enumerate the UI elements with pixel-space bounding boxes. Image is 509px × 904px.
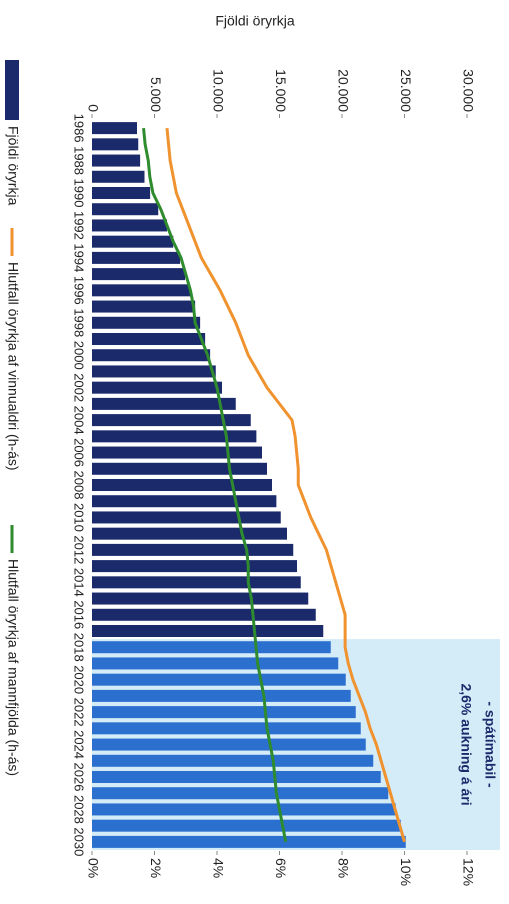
- x-tick-label: 1998: [72, 308, 87, 337]
- bar: [92, 170, 145, 183]
- y2-tick-label: 12%: [460, 858, 476, 886]
- y-axis-title: Fjöldi öryrkja: [215, 13, 295, 29]
- legend-label: Hlutfall öryrkja af vinnualdri (h-ás): [5, 262, 21, 471]
- bar: [92, 689, 351, 702]
- bar: [92, 397, 236, 410]
- bar: [92, 527, 287, 540]
- x-tick-label: 2012: [72, 535, 87, 564]
- y2-tick-label: 2%: [148, 858, 164, 878]
- bar: [92, 770, 381, 784]
- bar: [92, 608, 316, 621]
- x-tick-label: 2004: [72, 406, 87, 435]
- bar: [92, 803, 396, 816]
- x-tick-label: 2016: [72, 600, 87, 629]
- bar: [92, 349, 211, 362]
- rotated-plot: - spátímabil - 2,6% aukning á ári 0 5.000 10…: [5, 60, 500, 886]
- x-tick-label: 1994: [72, 243, 87, 272]
- bar: [92, 722, 361, 735]
- x-tick-label: 2000: [72, 341, 87, 370]
- bar: [92, 706, 356, 719]
- x-tick-label: 2026: [72, 763, 87, 792]
- bar: [92, 754, 374, 767]
- y-tick-label: 20.000: [335, 69, 351, 112]
- x-tick-label: 1986: [72, 114, 87, 143]
- x-tick-label: 2010: [72, 503, 87, 532]
- x-tick-label: 2022: [72, 698, 87, 727]
- bar: [92, 738, 366, 751]
- x-tick-label: 2020: [72, 665, 87, 694]
- y2-tick-label: 6%: [273, 858, 289, 878]
- x-tick-label: 1992: [72, 211, 87, 240]
- x-tick-label: 2008: [72, 471, 87, 500]
- bar: [92, 819, 401, 832]
- x-tick-label: 2014: [72, 568, 87, 597]
- bar: [92, 284, 191, 297]
- bar: [92, 657, 339, 670]
- legend-label: Fjöldi öryrkja: [5, 126, 21, 206]
- y-tick-label: 15.000: [273, 69, 289, 112]
- y-tick-label: 5.000: [148, 77, 164, 112]
- bar: [92, 446, 262, 459]
- x-tick-label: 2006: [72, 438, 87, 467]
- x-tick-label: 2024: [72, 730, 87, 759]
- x-tick-label: 2030: [72, 827, 87, 856]
- y-tick-label: 0: [85, 104, 101, 112]
- bar: [92, 154, 141, 167]
- y-tick-label: 10.000: [210, 69, 226, 112]
- bar: [92, 495, 277, 508]
- x-tick-label: 1990: [72, 179, 87, 208]
- bar: [92, 332, 206, 346]
- line: [165, 127, 406, 843]
- y-tick-label: 25.000: [398, 69, 414, 112]
- bar: [92, 316, 201, 329]
- bar: [92, 787, 389, 800]
- bar: [92, 203, 159, 216]
- bar: [92, 560, 297, 573]
- bar: [92, 673, 346, 686]
- bar: [92, 186, 151, 200]
- x-tick-label: 2018: [72, 633, 87, 662]
- projection-label: - spátímabil -: [482, 701, 498, 788]
- bar: [92, 268, 186, 281]
- x-tick-label: 1996: [72, 276, 87, 305]
- y2-tick-label: 8%: [335, 858, 351, 878]
- y-tick-label: 30.000: [460, 69, 476, 112]
- bar: [92, 511, 281, 524]
- legend-label: Hlutfall öryrkja af mannfjölda (h-ás): [5, 559, 21, 776]
- legend-swatch: [5, 60, 19, 120]
- line: [142, 127, 288, 843]
- bar: [92, 641, 331, 654]
- bar: [92, 219, 167, 232]
- bar: [92, 430, 257, 443]
- x-tick-label: 2028: [72, 795, 87, 824]
- bar: [92, 624, 324, 638]
- bar: [92, 251, 181, 264]
- bar: [92, 835, 406, 848]
- projection-label: 2,6% aukning á ári: [458, 683, 474, 805]
- x-tick-label: 2002: [72, 373, 87, 402]
- bar: [92, 543, 294, 556]
- y2-tick-label: 0%: [85, 858, 101, 878]
- bar: [92, 365, 216, 378]
- y2-tick-label: 10%: [398, 858, 414, 886]
- y2-tick-label: 4%: [210, 858, 226, 878]
- x-tick-label: 1988: [72, 146, 87, 175]
- bar: [92, 414, 251, 427]
- bar: [92, 122, 137, 135]
- bar: [92, 235, 174, 248]
- bar: [92, 592, 309, 605]
- bar: [92, 300, 196, 313]
- bar: [92, 576, 301, 589]
- bar: [92, 381, 222, 394]
- bar: [92, 138, 139, 151]
- bar: [92, 478, 272, 492]
- bar: [92, 462, 267, 475]
